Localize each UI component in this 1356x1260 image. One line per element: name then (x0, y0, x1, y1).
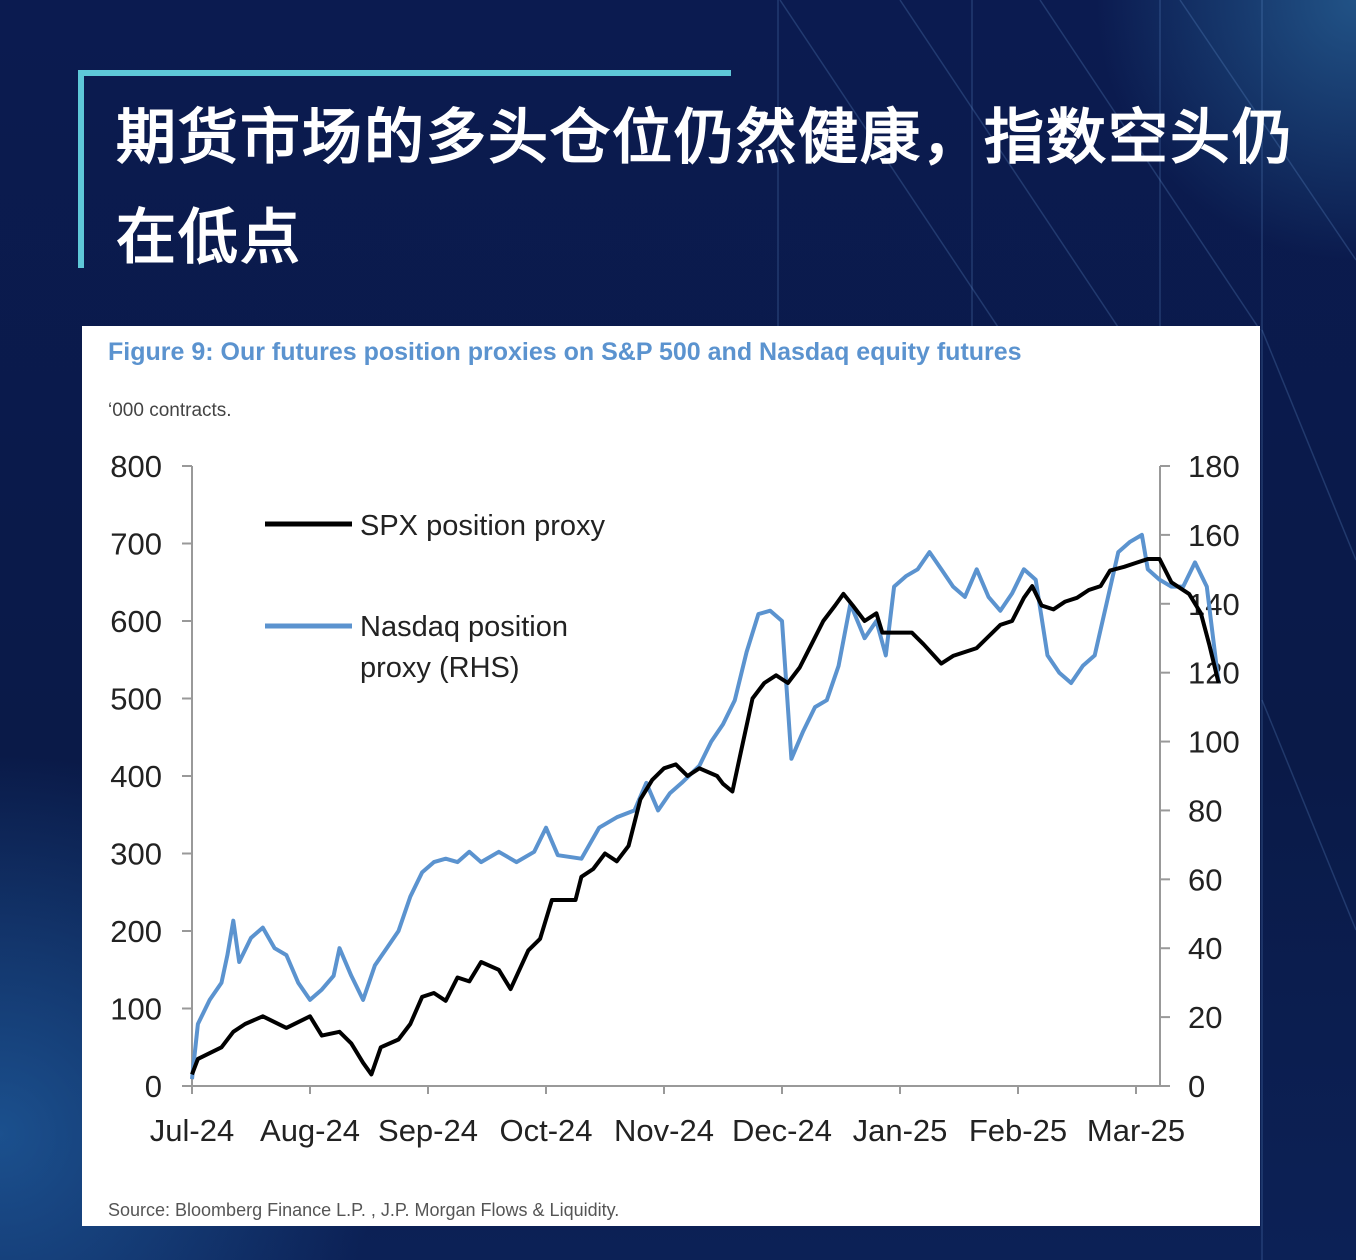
x-tick-label: Aug-24 (260, 1113, 360, 1148)
nasdaq-series-line (190, 532, 1221, 1080)
unit-label: ‘000 contracts. (108, 400, 232, 421)
y-right-tick-label: 0 (1188, 1069, 1205, 1104)
x-tick-label: Oct-24 (499, 1113, 592, 1148)
page-heading: 期货市场的多头仓位仍然健康，指数空头仍在低点 (116, 103, 1294, 273)
y-right-tick-label: 20 (1188, 1000, 1222, 1035)
heading-accent-top (78, 70, 731, 76)
y-right-tick-label: 60 (1188, 862, 1222, 897)
y-left-tick-label: 500 (110, 682, 162, 717)
y-right-tick-label: 100 (1188, 725, 1240, 760)
y-left-tick-label: 400 (110, 759, 162, 794)
y-right-tick-label: 160 (1188, 518, 1240, 553)
y-right-tick-label: 80 (1188, 793, 1222, 828)
y-right-tick-label: 40 (1188, 931, 1222, 966)
x-tick-label: Sep-24 (378, 1113, 478, 1148)
y-left-tick-label: 700 (110, 527, 162, 562)
x-tick-label: Jul-24 (150, 1113, 234, 1148)
y-left-tick-label: 200 (110, 914, 162, 949)
spx-series-line (190, 557, 1221, 1077)
y-left-tick-label: 100 (110, 992, 162, 1027)
y-left-tick-label: 600 (110, 604, 162, 639)
y-left-tick-label: 800 (110, 449, 162, 484)
line-chart: 0100200300400500600700800020406080100120… (110, 449, 1240, 1148)
x-tick-label: Feb-25 (969, 1113, 1067, 1148)
chart-card: Figure 9: Our futures position proxies o… (82, 326, 1260, 1226)
x-tick-label: Mar-25 (1087, 1113, 1185, 1148)
heading-accent-left (78, 70, 84, 268)
x-tick-label: Jan-25 (853, 1113, 948, 1148)
y-right-tick-label: 180 (1188, 449, 1240, 484)
legend-label-nasdaq: Nasdaq position proxy (RHS) (360, 611, 568, 684)
figure-title: Figure 9: Our futures position proxies o… (108, 338, 1022, 366)
source-note: Source: Bloomberg Finance L.P. , J.P. Mo… (108, 1200, 620, 1220)
y-left-tick-label: 0 (145, 1069, 162, 1104)
legend-label-spx: SPX position proxy (360, 510, 606, 542)
x-tick-label: Dec-24 (732, 1113, 832, 1148)
x-tick-label: Nov-24 (614, 1113, 714, 1148)
y-left-tick-label: 300 (110, 837, 162, 872)
heading-box: 期货市场的多头仓位仍然健康，指数空头仍在低点 (78, 70, 1338, 273)
